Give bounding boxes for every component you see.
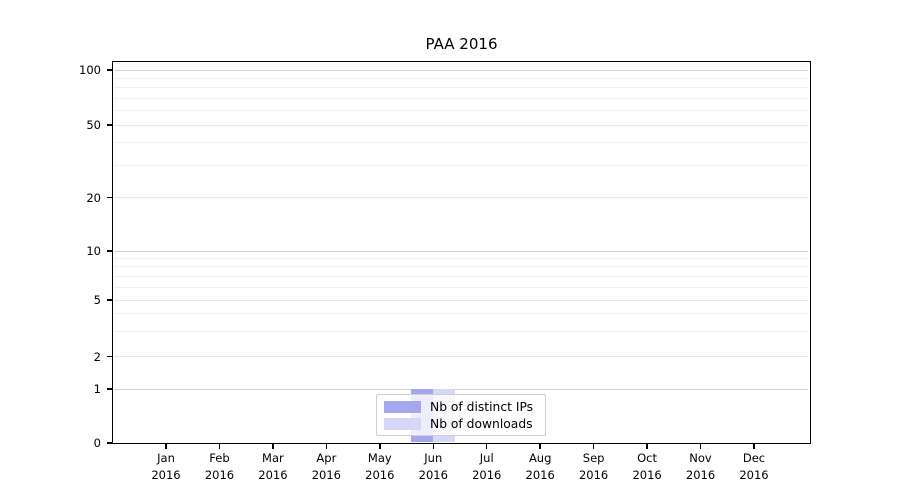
x-tick-year: 2016 (632, 467, 662, 482)
plot-area (112, 61, 811, 444)
x-tick-label: Sep 2016 (554, 450, 634, 483)
minor-gridline (114, 313, 808, 315)
x-tick-year: 2016 (258, 467, 288, 482)
x-tick-mark (325, 444, 328, 449)
minor-gridline (114, 266, 808, 268)
x-tick-label: Mar 2016 (233, 450, 313, 483)
y-tick-mark (107, 124, 112, 126)
x-tick-year: 2016 (472, 467, 502, 482)
legend-label-downloads: Nb of downloads (430, 416, 533, 431)
minor-gridline (114, 110, 808, 112)
y-tick-label: 20 (86, 190, 101, 205)
x-tick-year: 2016 (685, 467, 716, 482)
x-tick-year: 2016 (418, 467, 448, 482)
y-tick-mark (107, 388, 112, 390)
x-tick-mark (218, 444, 221, 449)
gridline (114, 356, 808, 357)
x-tick-label: Nov 2016 (661, 450, 741, 483)
y-tick-mark (107, 196, 112, 199)
x-tick-label: Jun 2016 (393, 450, 473, 483)
x-tick-year: 2016 (578, 467, 609, 482)
x-tick-label: Aug 2016 (500, 450, 580, 483)
x-tick-year: 2016 (365, 467, 395, 482)
x-tick-label: Apr 2016 (286, 450, 366, 483)
y-tick-mark (107, 69, 112, 71)
minor-gridline (114, 87, 808, 89)
x-tick-mark (485, 444, 488, 449)
y-tick-label: 0 (93, 436, 101, 450)
x-tick-label: May 2016 (340, 450, 420, 483)
minor-gridline (114, 275, 808, 277)
legend-swatch-downloads (384, 417, 421, 430)
x-tick-mark (646, 444, 648, 449)
x-tick-year: 2016 (525, 467, 555, 482)
x-tick-mark (753, 444, 755, 449)
gridline (114, 69, 808, 71)
y-tick-label: 100 (79, 63, 101, 77)
y-tick-label: 10 (86, 244, 101, 258)
y-tick-label: 2 (93, 349, 101, 364)
minor-gridline (114, 142, 808, 144)
y-tick-mark (107, 299, 112, 301)
x-tick-label: Jul 2016 (447, 450, 527, 483)
x-tick-mark (165, 444, 167, 449)
minor-gridline (114, 97, 808, 99)
legend-swatch-distinct-ips (384, 400, 421, 413)
y-tick-label: 50 (86, 118, 101, 132)
legend-item-distinct-ips: Nb of distinct IPs (384, 400, 538, 414)
gridline (114, 388, 808, 390)
gridline (114, 124, 808, 126)
x-tick-year: 2016 (739, 467, 769, 482)
minor-gridline (114, 286, 808, 288)
x-tick-year: 2016 (204, 467, 235, 482)
gridline (114, 250, 808, 252)
x-tick-mark (699, 444, 702, 449)
x-tick-mark (592, 444, 595, 449)
y-tick-mark (107, 355, 112, 358)
x-tick-label: Oct 2016 (607, 450, 687, 483)
x-tick-year: 2016 (151, 467, 181, 482)
x-tick-label: Dec 2016 (714, 450, 794, 483)
chart-title: PAA 2016 (425, 35, 498, 53)
x-tick-label: Feb 2016 (179, 450, 259, 483)
x-tick-mark (379, 444, 381, 449)
minor-gridline (114, 77, 808, 79)
gridline (114, 197, 808, 198)
gridline (114, 299, 808, 301)
x-tick-mark (539, 444, 541, 449)
legend: Nb of distinct IPs Nb of downloads (376, 394, 546, 436)
x-tick-mark (272, 444, 274, 449)
legend-label-distinct-ips: Nb of distinct IPs (430, 399, 534, 414)
minor-gridline (114, 257, 808, 259)
y-tick-label: 5 (93, 293, 101, 307)
y-tick-label: 1 (93, 382, 101, 396)
legend-item-downloads: Nb of downloads (384, 417, 538, 431)
x-tick-label: Jan 2016 (126, 450, 206, 483)
y-tick-mark (107, 442, 112, 444)
minor-gridline (114, 330, 808, 332)
y-tick-mark (107, 250, 112, 252)
x-tick-year: 2016 (311, 467, 341, 482)
x-tick-mark (432, 444, 435, 449)
minor-gridline (114, 164, 808, 166)
